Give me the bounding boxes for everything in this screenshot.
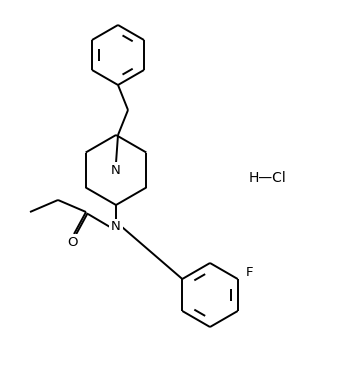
Text: O: O [67, 236, 77, 248]
Text: H—Cl: H—Cl [249, 171, 287, 185]
Text: F: F [246, 265, 254, 279]
Text: N: N [111, 220, 121, 234]
Text: N: N [111, 163, 121, 177]
